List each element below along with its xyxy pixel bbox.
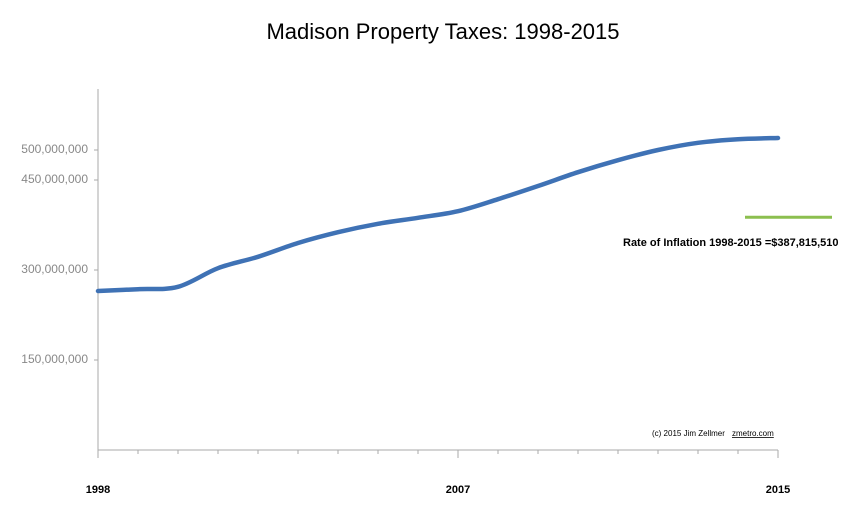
- y-tick-label: 150,000,000: [21, 352, 88, 366]
- x-tick-label: 2015: [766, 484, 790, 496]
- data-line: [95, 135, 781, 294]
- credit: (c) 2015 Jim Zellmer: [652, 429, 725, 438]
- x-tick-label: 1998: [86, 484, 110, 496]
- credit-link[interactable]: zmetro.com: [732, 429, 774, 438]
- y-tick-label: 300,000,000: [21, 262, 88, 276]
- y-tick-label: 500,000,000: [21, 142, 88, 156]
- annotation: Rate of Inflation 1998-2015 =$387,815,51…: [623, 237, 839, 249]
- y-tick-label: 450,000,000: [21, 172, 88, 186]
- x-tick-label: 2007: [446, 484, 470, 496]
- chart-title: Madison Property Taxes: 1998-2015: [266, 19, 619, 44]
